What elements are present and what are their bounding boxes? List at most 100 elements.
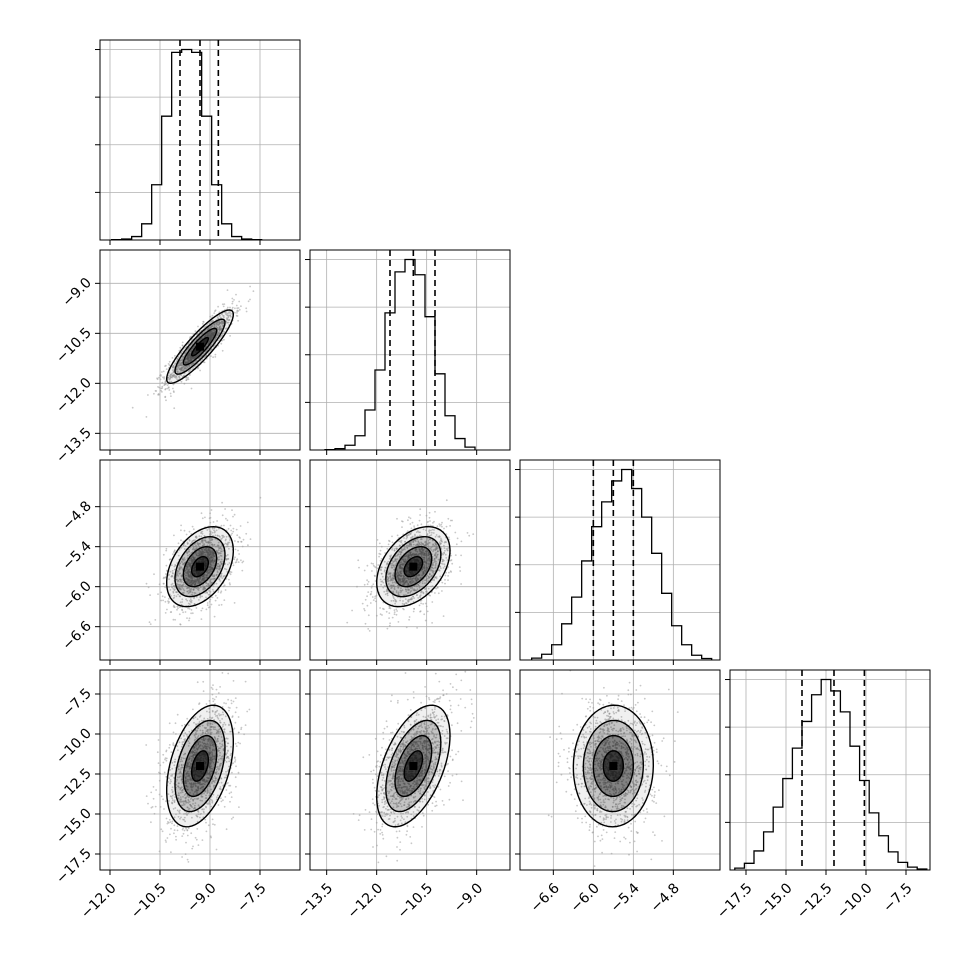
scatter-point xyxy=(366,583,369,586)
contour-line xyxy=(174,318,226,375)
scatter-point xyxy=(411,521,414,524)
scatter-point xyxy=(428,530,430,533)
scatter-point xyxy=(229,524,232,527)
scatter-point xyxy=(425,568,428,571)
scatter-point xyxy=(411,588,414,590)
scatter-point xyxy=(209,591,212,593)
scatter-point xyxy=(198,542,201,545)
y-tick-label: −9.0 xyxy=(59,275,94,310)
scatter-point xyxy=(395,613,398,616)
scatter-point xyxy=(186,775,188,777)
scatter-point xyxy=(185,376,188,379)
scatter-point xyxy=(131,406,134,409)
scatter-point xyxy=(177,356,180,358)
scatter-point xyxy=(187,745,190,747)
scatter-point xyxy=(165,368,168,370)
scatter-point xyxy=(171,369,174,371)
scatter-point xyxy=(237,549,239,552)
scatter-point xyxy=(227,316,230,319)
scatter-point xyxy=(234,540,236,542)
scatter-point xyxy=(185,841,187,844)
scatter-point xyxy=(220,781,223,784)
scatter-point xyxy=(411,586,414,589)
scatter-point xyxy=(210,332,213,334)
scatter-point xyxy=(207,326,210,329)
scatter-point xyxy=(168,578,171,580)
scatter-point xyxy=(164,396,167,399)
scatter-point xyxy=(202,574,204,577)
scatter-point xyxy=(174,722,177,725)
scatter-point xyxy=(200,541,203,543)
scatter-point xyxy=(206,529,209,531)
scatter-point xyxy=(438,569,441,572)
scatter-point xyxy=(435,587,438,590)
panel-frame xyxy=(519,459,721,661)
scatter-point xyxy=(430,529,432,532)
scatter-point xyxy=(214,309,217,312)
scatter-point xyxy=(188,619,190,622)
scatter-point xyxy=(220,550,223,553)
scatter-point xyxy=(429,558,431,561)
scatter-point xyxy=(232,515,234,518)
scatter-point xyxy=(203,717,206,720)
scatter-point xyxy=(176,583,179,586)
scatter-point xyxy=(387,576,390,579)
scatter-point xyxy=(192,556,195,559)
scatter-point xyxy=(192,357,195,360)
scatter-point xyxy=(219,565,221,568)
scatter-point xyxy=(165,547,168,550)
scatter-point xyxy=(382,581,385,584)
scatter-point xyxy=(216,716,219,719)
scatter-point xyxy=(220,800,223,803)
scatter-point xyxy=(400,587,402,590)
scatter-point xyxy=(197,804,200,807)
scatter-point xyxy=(181,558,184,561)
scatter-point xyxy=(393,549,396,552)
scatter-point xyxy=(161,830,164,833)
scatter-point xyxy=(184,367,186,369)
scatter-point xyxy=(185,580,188,583)
scatter-point xyxy=(210,805,213,808)
scatter-point xyxy=(239,537,241,539)
scatter-point xyxy=(169,375,172,378)
scatter-point xyxy=(414,553,417,556)
scatter-point xyxy=(394,564,396,566)
y-tick-label: −4.8 xyxy=(59,498,94,533)
scatter-point xyxy=(406,534,408,537)
scatter-point xyxy=(425,514,428,517)
scatter-point xyxy=(212,356,215,359)
scatter-point xyxy=(199,369,202,372)
scatter-point xyxy=(431,622,433,624)
scatter-point xyxy=(222,549,225,552)
scatter-point xyxy=(201,839,204,841)
scatter-point xyxy=(170,795,173,798)
scatter-point xyxy=(228,765,230,768)
scatter-point xyxy=(232,564,235,567)
scatter-point xyxy=(472,533,475,535)
scatter-point xyxy=(395,560,398,563)
scatter-point xyxy=(211,556,214,559)
scatter-point xyxy=(177,554,180,557)
scatter-point xyxy=(220,777,222,780)
histogram-series xyxy=(324,258,476,450)
scatter-point xyxy=(162,582,165,585)
scatter-point xyxy=(192,708,194,711)
scatter-point xyxy=(149,623,152,625)
scatter-point xyxy=(199,550,202,552)
scatter-point xyxy=(234,711,237,714)
scatter-point xyxy=(182,764,185,766)
scatter-point xyxy=(188,581,191,584)
scatter-point xyxy=(207,553,210,556)
scatter-point xyxy=(447,579,449,581)
scatter-point xyxy=(188,617,191,620)
scatter-point xyxy=(406,544,408,547)
scatter-point xyxy=(165,564,168,567)
scatter-point xyxy=(392,572,395,574)
scatter-point xyxy=(216,597,219,599)
scatter-point xyxy=(186,551,189,554)
scatter-point xyxy=(210,557,213,559)
scatter-point xyxy=(218,322,221,325)
scatter-point xyxy=(451,562,454,565)
scatter-point xyxy=(197,544,200,546)
scatter-point xyxy=(229,800,231,803)
